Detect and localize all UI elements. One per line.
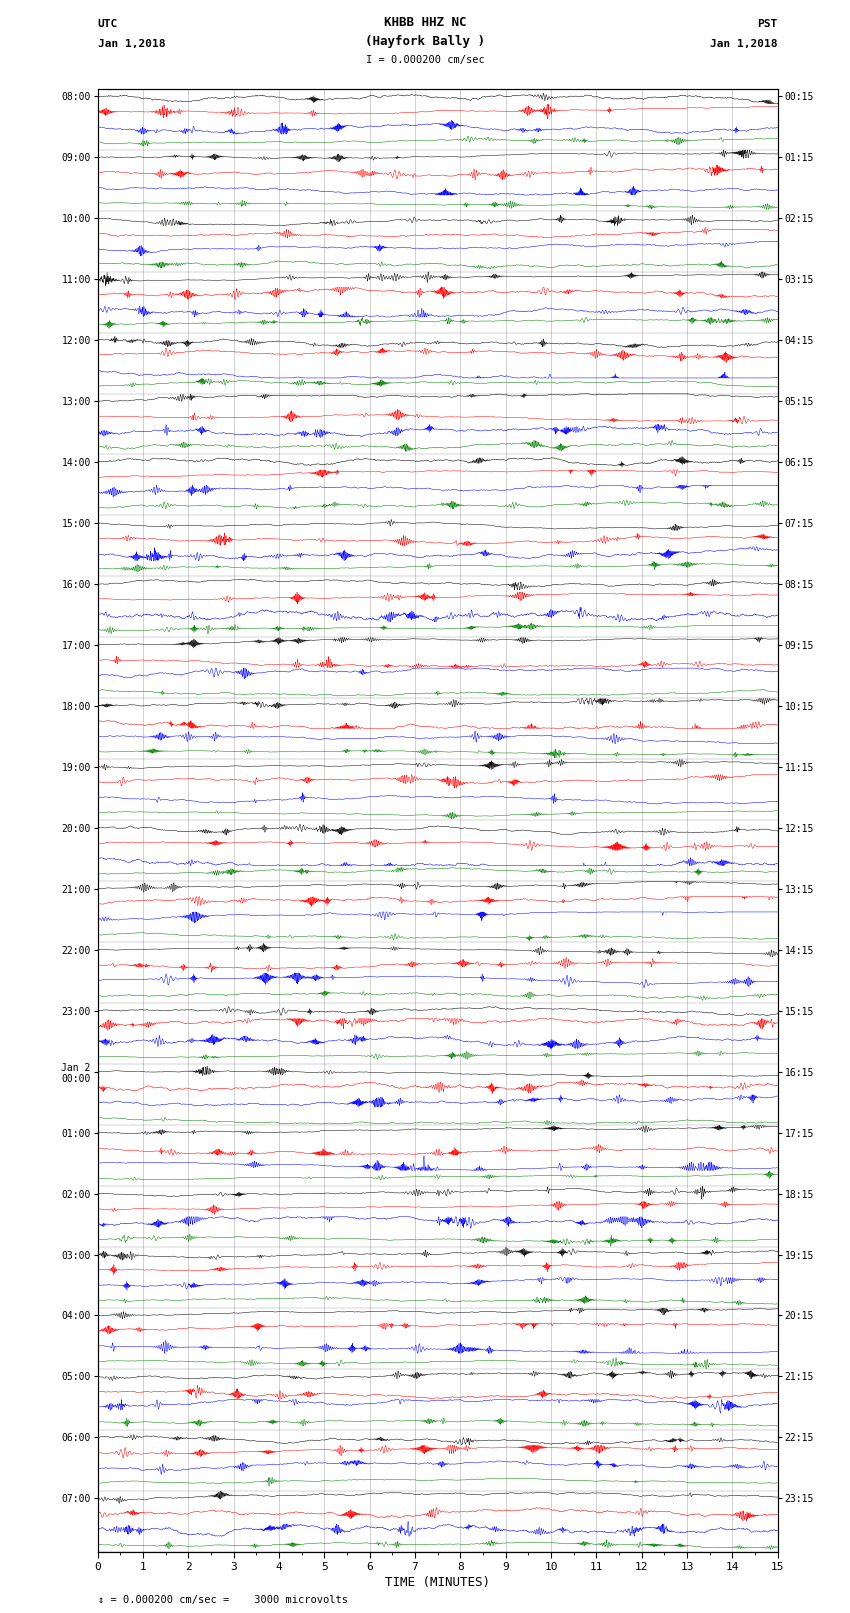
Text: I = 0.000200 cm/sec: I = 0.000200 cm/sec [366,55,484,65]
X-axis label: TIME (MINUTES): TIME (MINUTES) [385,1576,490,1589]
Text: Jan 1,2018: Jan 1,2018 [98,39,165,48]
Text: Jan 1,2018: Jan 1,2018 [711,39,778,48]
Text: (Hayfork Bally ): (Hayfork Bally ) [365,35,485,48]
Text: PST: PST [757,19,778,29]
Text: KHBB HHZ NC: KHBB HHZ NC [383,16,467,29]
Text: ↕ = 0.000200 cm/sec =    3000 microvolts: ↕ = 0.000200 cm/sec = 3000 microvolts [98,1595,348,1605]
Text: UTC: UTC [98,19,118,29]
